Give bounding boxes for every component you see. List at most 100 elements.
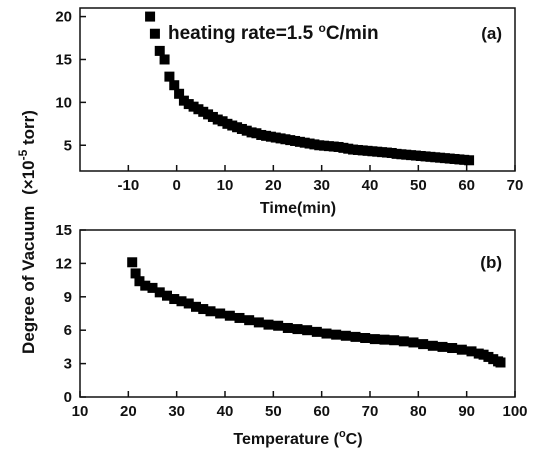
panel-b-data-point xyxy=(205,306,216,317)
panel-b-data-point xyxy=(234,312,245,323)
panel-b-data-point xyxy=(466,346,477,357)
panel-b-data-point xyxy=(183,298,194,309)
panel-a-label: (a) xyxy=(481,24,502,43)
panel-b-x-tick-label: 40 xyxy=(217,403,234,420)
panel-a-x-tick-label: 10 xyxy=(217,177,234,194)
panel-a-x-tick-label: 30 xyxy=(313,177,330,194)
panel-a-annotation: heating rate=1.5 oC/min xyxy=(168,21,379,44)
panel-b-data-point xyxy=(127,257,138,268)
panel-a-data-point xyxy=(169,80,180,91)
panel-b-data-point xyxy=(379,334,390,345)
panel-b-data-point xyxy=(456,344,467,355)
panel-b-x-tick-label: 20 xyxy=(120,403,137,420)
panel-b-data-points xyxy=(127,257,506,368)
panel-b-x-tick-label: 80 xyxy=(410,403,427,420)
panel-b-data-point xyxy=(215,308,226,319)
panel-b-x-tick-label: 90 xyxy=(458,403,475,420)
panel-b-x-tick-label: 10 xyxy=(72,403,89,420)
panel-b-data-point xyxy=(191,301,201,312)
panel-a-x-tick-label: 0 xyxy=(172,177,180,194)
panel-b-data-point xyxy=(311,326,322,337)
panel-a-x-axis-title: Time(min) xyxy=(260,200,336,217)
panel-b-y-tick-label: 3 xyxy=(64,356,72,373)
panel-b-data-point xyxy=(331,329,342,340)
panel-b-data-point xyxy=(176,296,187,307)
panel-a-x-tick-label: 20 xyxy=(265,177,282,194)
panel-b-data-point xyxy=(495,357,506,368)
panel-b-y-tick-label: 15 xyxy=(55,222,72,239)
panel-b-data-point xyxy=(244,315,255,326)
panel-b-x-axis-title-tail: C) xyxy=(346,431,363,448)
panel-a-data-point xyxy=(145,11,156,22)
panel-a-annotation-sup: o xyxy=(318,21,325,35)
panel-b-x-axis-title-main: Temperature ( xyxy=(233,431,339,448)
panel-b-data-point xyxy=(408,337,419,348)
panel-b-data-point xyxy=(340,330,351,341)
panel-b-data-point xyxy=(169,294,180,305)
panel-a-plot-frame xyxy=(79,7,516,172)
panel-a-data-point xyxy=(159,54,170,65)
panel-a-x-tick-label: 70 xyxy=(507,177,524,194)
panel-a-time-plot: -10 0 10 20 30 40 50 60 70 5 10 15 20 heating rate=1… xyxy=(55,7,523,217)
panel-a-x-tick-label: -10 xyxy=(117,177,139,194)
panel-a-y-tick-label: 20 xyxy=(55,9,72,26)
panel-b-data-point xyxy=(140,280,151,291)
panel-b-data-point xyxy=(273,320,284,331)
panel-b-x-axis-title: Temperature (oC) xyxy=(233,428,362,448)
panel-b-plot-frame xyxy=(79,229,516,398)
panel-a-data-point xyxy=(164,71,175,82)
shared-y-axis-title-tail: torr) xyxy=(19,110,38,150)
panel-b-data-point xyxy=(302,325,313,336)
panel-a-data-point xyxy=(154,45,165,56)
panel-b-data-point xyxy=(282,322,293,333)
panel-a-x-tick-label: 40 xyxy=(362,177,379,194)
panel-a-data-points xyxy=(145,11,475,166)
shared-y-axis-title: Degree of Vacuum (×10-5 torr) xyxy=(16,110,38,354)
panel-b-ticks xyxy=(79,229,516,398)
panel-b-tick-labels: 10 20 30 40 50 60 70 80 90 100 0 3 6 9 12 15 xyxy=(55,222,527,420)
panel-b-data-point xyxy=(198,304,209,315)
panel-a-tick-labels: -10 0 10 20 30 40 50 60 70 5 10 15 20 xyxy=(55,9,523,194)
panel-a-annotation-tail: C/min xyxy=(326,23,379,44)
panel-b-data-point xyxy=(154,287,165,298)
panel-a-data-point xyxy=(464,155,475,166)
shared-y-axis-title-main: Degree of Vacuum xyxy=(19,206,38,354)
panel-b-data-point xyxy=(224,310,235,321)
panel-b-data-point xyxy=(447,343,458,354)
panel-b-data-point xyxy=(130,268,141,279)
panel-b-data-point xyxy=(134,276,145,287)
panel-b-data-point xyxy=(437,341,448,352)
panel-a-data-point xyxy=(174,88,185,99)
panel-b-y-tick-label: 12 xyxy=(55,255,72,272)
panel-b-data-point xyxy=(398,336,409,347)
panel-b-data-point xyxy=(427,340,438,351)
panel-a-y-tick-label: 15 xyxy=(55,51,72,68)
shared-y-axis-title-exp: -5 xyxy=(16,149,30,160)
panel-a-ticks xyxy=(80,15,516,171)
panel-b-data-point xyxy=(369,334,380,345)
panel-a-y-tick-label: 5 xyxy=(64,137,72,154)
shared-y-axis-title-unit: (×10 xyxy=(19,160,38,195)
panel-b-y-tick-label: 0 xyxy=(64,389,72,406)
panel-b-x-tick-label: 60 xyxy=(313,403,330,420)
panel-b-data-point xyxy=(162,290,172,301)
panel-b-data-point xyxy=(350,331,361,342)
panel-a-annotation-main: heating rate=1.5 xyxy=(168,23,318,44)
panel-b-label: (b) xyxy=(480,253,502,272)
panel-a-y-tick-label: 10 xyxy=(55,94,72,111)
panel-b-data-point xyxy=(418,339,429,350)
panel-b-x-axis-title-sup: o xyxy=(339,428,346,440)
panel-b-temperature-plot: 10 20 30 40 50 60 70 80 90 100 0 3 6 9 12 15 (b) Temper… xyxy=(55,222,527,448)
panel-b-data-point xyxy=(263,319,274,330)
panel-b-x-tick-label: 70 xyxy=(362,403,379,420)
panel-b-x-tick-label: 100 xyxy=(502,403,527,420)
panel-b-data-point xyxy=(360,332,371,343)
panel-b-x-tick-label: 30 xyxy=(168,403,185,420)
panel-b-data-point xyxy=(292,324,303,335)
panel-b-y-tick-label: 9 xyxy=(64,289,72,306)
panel-b-data-point xyxy=(389,335,400,346)
panel-a-x-tick-label: 60 xyxy=(458,177,475,194)
panel-b-data-point xyxy=(321,328,332,339)
panel-b-data-point xyxy=(253,317,264,328)
